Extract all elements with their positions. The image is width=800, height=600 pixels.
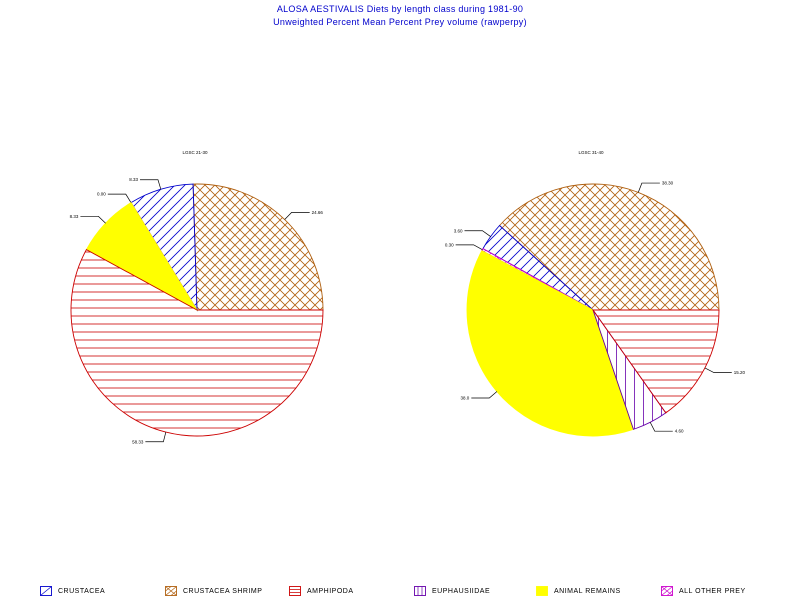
legend-label: ANIMAL REMAINS: [554, 587, 621, 595]
pie-value-label: 38.0: [461, 395, 470, 400]
pie-slice-amphipoda: [592, 309, 720, 414]
pie-title: LGSC 21-30: [182, 150, 208, 155]
pie-charts: LGSC 21-30 24.66 8.33 0.00 8.33 58.33 LGSC 31-…: [70, 150, 746, 444]
legend-item: EUPHAUSIIDAE: [414, 584, 490, 598]
legend-label: EUPHAUSIIDAE: [432, 587, 491, 595]
legend: CRUSTACEA CRUSTACEA SHRIMP AMPHIPODA EUPHAU…: [0, 584, 800, 598]
pie-leader-line: [284, 212, 310, 220]
legend-label: ALL OTHER PREY: [679, 587, 746, 595]
pie-value-label: 24.66: [312, 210, 324, 215]
legend-item: ALL OTHER PREY: [661, 584, 746, 598]
pie-value-label: 3.60: [454, 228, 463, 233]
pie-leader-line: [145, 432, 167, 443]
legend-item: ANIMAL REMAINS: [536, 584, 621, 598]
legend-label: CRUSTACEA SHRIMP: [183, 587, 263, 595]
legend-item: CRUSTACEA SHRIMP: [165, 584, 262, 598]
pie-slice-crustacea-shrimp: [498, 183, 720, 311]
pie-value-label: 0.30: [445, 242, 454, 247]
chart-subtitle: Unweighted Percent Mean Percent Prey vol…: [273, 17, 527, 27]
legend-swatch: [165, 586, 177, 596]
pie-value-label: 58.33: [132, 439, 144, 444]
legend-swatch: [536, 586, 548, 596]
pie-leader-line: [649, 422, 673, 432]
legend-label: CRUSTACEA: [58, 587, 106, 595]
legend-swatch: [414, 586, 426, 596]
pie-title: LGSC 31-40: [578, 150, 604, 155]
legend-swatch: [40, 586, 52, 596]
pie-leader-line: [471, 391, 498, 399]
legend-item: AMPHIPODA: [289, 584, 354, 598]
pie-value-label: 0.00: [97, 192, 106, 197]
pie-leader-line: [107, 193, 132, 203]
pie-leader-line: [464, 230, 491, 237]
legend-swatch: [661, 586, 673, 596]
pie-value-label: 4.60: [675, 429, 684, 434]
pie-value-label: 8.33: [70, 214, 79, 219]
pie-slice-animal-remains: [466, 250, 635, 437]
pie-leader-line: [80, 215, 106, 224]
pie-leader-line: [139, 179, 162, 190]
pie-slice-amphipoda: [70, 249, 324, 437]
pie-value-label: 15.20: [734, 370, 746, 375]
chart-title: ALOSA AESTIVALIS Diets by length class d…: [276, 4, 524, 14]
pie-slice-crustacea-shrimp: [192, 183, 324, 311]
legend-item: CRUSTACEA: [40, 584, 105, 598]
pie-value-label: 8.33: [129, 177, 138, 182]
legend-swatch: [289, 586, 301, 596]
pie-leader-line: [704, 367, 732, 373]
pie-leader-line: [455, 244, 483, 250]
pie-leader-line: [637, 182, 660, 193]
pie-value-label: 38.30: [662, 181, 674, 186]
legend-label: AMPHIPODA: [307, 587, 354, 595]
